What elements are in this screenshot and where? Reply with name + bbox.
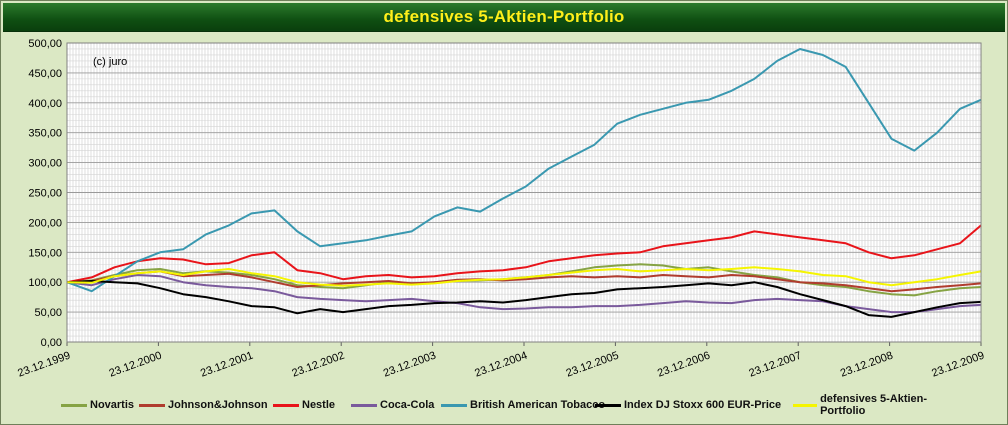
x-axis-ticks: 23.12.1999 23.12.2000 23.12.2001 23.12.2002… [16,342,986,380]
x-tick-label: 23.12.2001 [199,350,255,380]
legend-item-british-american-tobacco: British American Tobacco [441,395,605,415]
y-tick-label: 500,00 [28,38,62,50]
legend-item-index-dj-stoxx-600-eur-price: Index DJ Stoxx 600 EUR-Price [595,395,781,415]
copyright-annotation: (c) juro [93,56,127,68]
x-tick-label: 23.12.2003 [382,350,438,380]
legend-item-nestle: Nestle [273,395,335,415]
chart-title: defensives 5-Aktien-Portfolio [383,7,625,26]
series-line-defensives-5-aktien-portfolio [66,266,982,287]
y-tick-label: 250,00 [28,188,62,200]
x-tick-label: 23.12.2007 [747,350,803,380]
legend-label: Nestle [302,399,336,411]
x-tick-label: 23.12.2009 [930,350,986,380]
legend-label: Coca-Cola [380,399,435,411]
plot-border [66,42,982,343]
title-bar: defensives 5-Aktien-Portfolio [3,3,1005,32]
legend-swatch [351,403,377,407]
legend-swatch [595,403,621,407]
x-tick-label: 23.12.1999 [16,350,72,380]
x-tick-label: 23.12.2005 [565,350,621,380]
legend-label: British American Tobacco [470,399,606,411]
legend-swatch [273,403,299,407]
series-line-british-american-tobacco [66,48,982,293]
series-line-nestle [66,224,982,284]
legend-swatch [139,403,165,407]
legend-swatch [793,403,818,407]
y-tick-label: 200,00 [28,217,62,229]
legend: Novartis Johnson&Johnson Nestle Coca-Cola Br… [61,393,961,417]
legend-item-coca-cola: Coca-Cola [351,395,434,415]
series-line-index-dj-stoxx-600-eur-price [66,280,982,318]
y-tick-label: 50,00 [34,307,62,319]
y-tick-label: 150,00 [28,247,62,259]
x-tick-label: 23.12.2002 [290,350,346,380]
x-tick-label: 23.12.2000 [108,350,164,380]
legend-item-johnson-johnson: Johnson&Johnson [139,395,268,415]
legend-item-novartis: Novartis [61,395,134,415]
legend-swatch [61,403,87,407]
y-tick-label: 100,00 [28,277,62,289]
legend-label: Johnson&Johnson [168,399,268,411]
x-tick-label: 23.12.2008 [839,350,895,380]
legend-item-defensives-5-aktien-portfolio: defensives 5-Aktien-Portfolio [793,393,961,417]
legend-label: Novartis [90,399,135,411]
x-tick-label: 23.12.2004 [473,350,529,380]
legend-swatch [441,403,467,407]
y-tick-label: 300,00 [28,158,62,170]
series-line-johnson-johnson [66,270,982,293]
y-axis-ticks: 0,00 50,00 100,00 150,00 200,00 250,00 300,00 3… [28,38,62,349]
series-layer [66,48,982,318]
legend-label: Index DJ Stoxx 600 EUR-Price [624,399,782,411]
x-tick-label: 23.12.2006 [656,350,712,380]
legend-label: defensives 5-Aktien-Portfolio [820,393,928,417]
y-tick-label: 350,00 [28,128,62,140]
y-tick-label: 0,00 [41,337,62,349]
y-tick-label: 400,00 [28,98,62,110]
y-tick-label: 450,00 [28,68,62,80]
